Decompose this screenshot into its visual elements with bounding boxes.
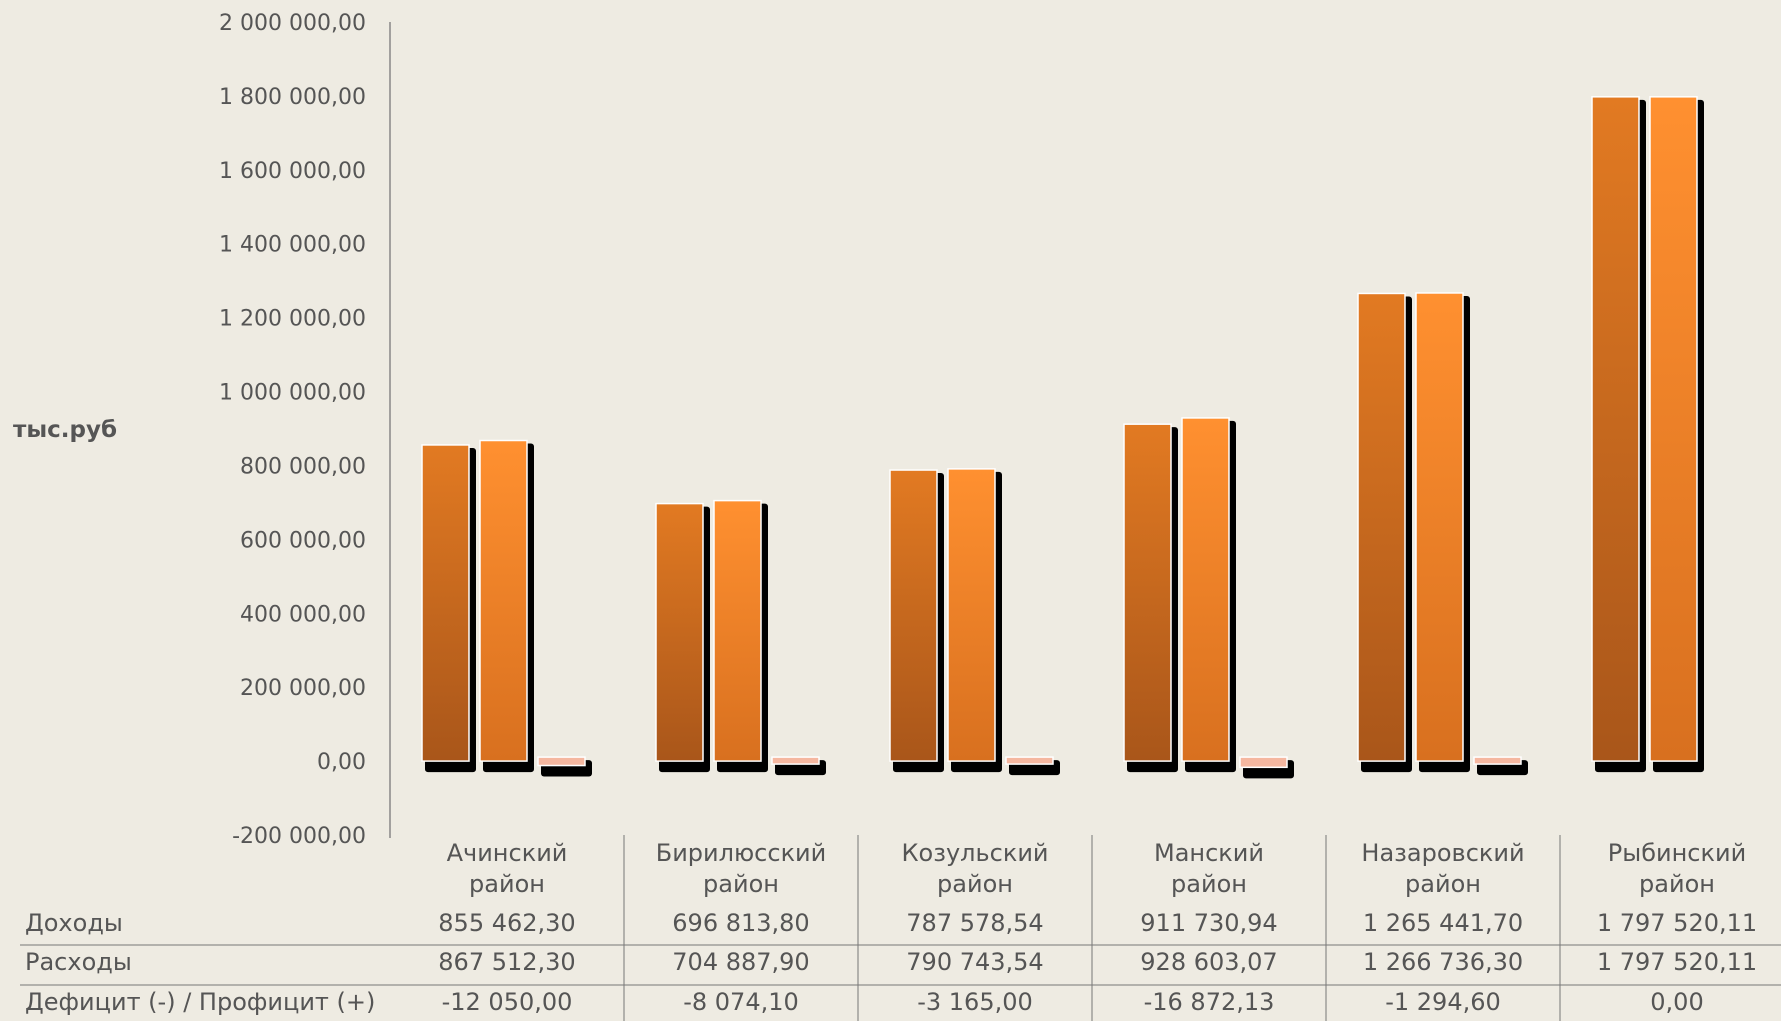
- table-cell: -12 050,00: [441, 988, 573, 1016]
- table-cell: 787 578,54: [906, 909, 1044, 937]
- table-cell: 0,00: [1650, 988, 1704, 1016]
- y-tick-label: 0,00: [317, 750, 366, 775]
- table-cell: 1 797 520,11: [1596, 909, 1758, 937]
- bar-deficit: [771, 756, 820, 765]
- y-tick-label: 1 200 000,00: [219, 307, 366, 332]
- category-label-line: район: [937, 870, 1013, 898]
- category-label: Козульский район: [858, 838, 1092, 900]
- table-cell: 867 512,30: [438, 948, 576, 976]
- y-tick-label: 400 000,00: [240, 602, 366, 627]
- y-tick-label: 2 000 000,00: [219, 11, 366, 36]
- category-label-line: Козульский: [901, 839, 1049, 867]
- table-cell: 855 462,30: [438, 909, 576, 937]
- bar-rashody: [947, 468, 996, 762]
- y-tick-label: 1 400 000,00: [219, 233, 366, 258]
- bar-deficit: [1473, 756, 1522, 765]
- category-label: Назаровский район: [1326, 838, 1560, 900]
- category-label: Манский район: [1092, 838, 1326, 900]
- y-tick-label: -200 000,00: [232, 824, 366, 849]
- category-label-line: район: [1405, 870, 1481, 898]
- category-label-line: район: [1639, 870, 1715, 898]
- table-cell: -16 872,13: [1143, 988, 1275, 1016]
- bar-dohody: [421, 444, 470, 762]
- category-label-line: район: [469, 870, 545, 898]
- y-tick-label: 600 000,00: [240, 528, 366, 553]
- y-tick-label: 200 000,00: [240, 676, 366, 701]
- category-label: Рыбинский район: [1560, 838, 1781, 900]
- table-cell: 928 603,07: [1140, 948, 1278, 976]
- table-cell: -8 074,10: [683, 988, 799, 1016]
- bar-deficit: [537, 756, 586, 767]
- category-label-line: Рыбинский: [1607, 839, 1747, 867]
- bar-rashody: [1649, 96, 1698, 762]
- table-row-label: Дефицит (-) / Профицит (+): [25, 988, 376, 1016]
- table-cell: 1 265 441,70: [1362, 909, 1524, 937]
- y-axis-label: тыс.руб: [13, 417, 118, 443]
- category-label-line: Назаровский: [1361, 839, 1525, 867]
- bar-dohody: [1123, 423, 1172, 762]
- bar-rashody: [1415, 292, 1464, 762]
- bar-dohody: [889, 469, 938, 762]
- category-label-line: Бирилюсский: [655, 839, 827, 867]
- table-row-label: Доходы: [25, 909, 123, 937]
- category-label-line: Ачинский: [446, 839, 568, 867]
- bar-dohody: [1357, 292, 1406, 762]
- y-tick-label: 800 000,00: [240, 454, 366, 479]
- table-cell: 704 887,90: [672, 948, 810, 976]
- category-label: Бирилюсский район: [624, 838, 858, 900]
- table-cell: 696 813,80: [672, 909, 810, 937]
- bar-rashody: [479, 439, 528, 762]
- bar-rashody: [713, 499, 762, 762]
- category-label-line: район: [703, 870, 779, 898]
- bar-rashody: [1181, 417, 1230, 762]
- table-cell: -3 165,00: [917, 988, 1033, 1016]
- table-cell: -1 294,60: [1385, 988, 1501, 1016]
- bar-dohody: [655, 502, 704, 762]
- table-cell: 790 743,54: [906, 948, 1044, 976]
- category-label-line: район: [1171, 870, 1247, 898]
- table-cell: 1 797 520,11: [1596, 948, 1758, 976]
- y-tick-label: 1 800 000,00: [219, 85, 366, 110]
- category-label: Ачинский район: [390, 838, 624, 900]
- bar-deficit: [1005, 756, 1054, 765]
- table-cell: 911 730,94: [1140, 909, 1278, 937]
- y-tick-label: 1 600 000,00: [219, 159, 366, 184]
- table-row-label: Расходы: [25, 948, 132, 976]
- bar-deficit: [1239, 756, 1288, 769]
- table-cell: 1 266 736,30: [1362, 948, 1524, 976]
- y-tick-label: 1 000 000,00: [219, 381, 366, 406]
- bar-dohody: [1591, 96, 1640, 762]
- category-label-line: Манский: [1154, 839, 1264, 867]
